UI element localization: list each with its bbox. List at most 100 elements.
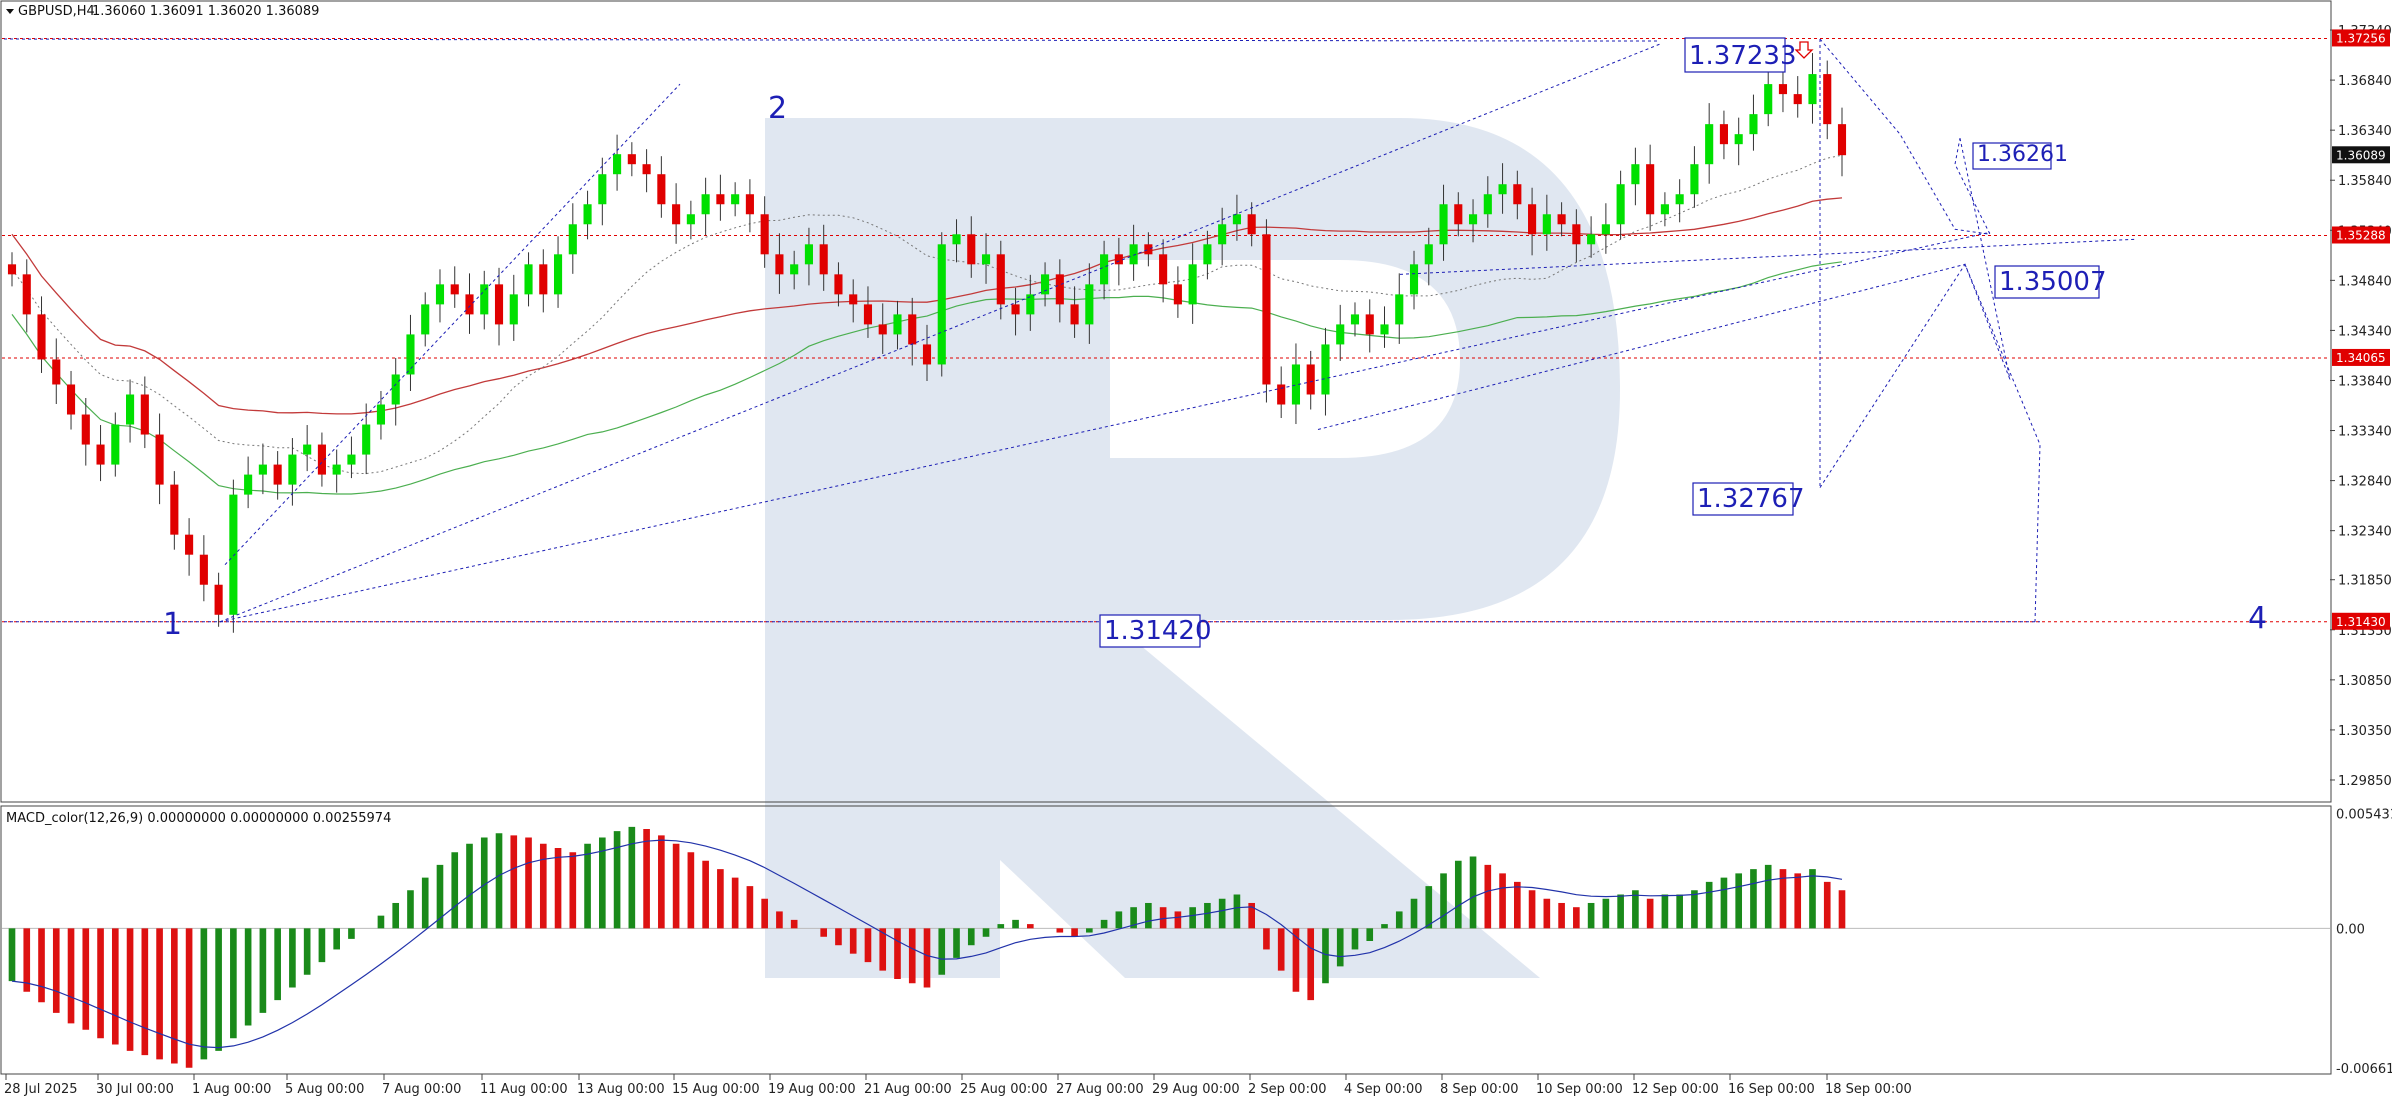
trend-lines	[3, 38, 2136, 623]
trend-line-7	[1964, 264, 2011, 380]
level-tag-box-0	[2332, 29, 2390, 47]
candle-body-41	[613, 154, 622, 175]
time-tick-label-18: 16 Sep 00:00	[1728, 1082, 1815, 1097]
candle-body-22	[332, 464, 341, 475]
trend-line-3	[1399, 238, 2136, 275]
candle-body-11	[170, 484, 179, 535]
candle-body-98	[1454, 204, 1463, 225]
annotation-label-2: 1.35007	[1999, 267, 2107, 297]
candle-body-93	[1380, 324, 1389, 335]
candle-body-48	[716, 194, 725, 205]
candle-body-63	[937, 244, 946, 365]
candle-body-21	[317, 444, 326, 475]
candle-body-54	[804, 244, 813, 265]
candle-body-20	[303, 444, 312, 455]
candle-body-31	[465, 294, 474, 315]
time-tick-label-1: 30 Jul 00:00	[96, 1082, 174, 1097]
price-tick-label-14: 1.30350	[2338, 724, 2392, 739]
time-tick-label-2: 1 Aug 00:00	[192, 1082, 271, 1097]
price-tick-label-2: 1.36340	[2338, 124, 2392, 139]
candle-body-73	[1085, 284, 1094, 325]
candle-body-3	[52, 359, 61, 385]
time-tick-label-4: 7 Aug 00:00	[382, 1082, 461, 1097]
time-tick-label-9: 21 Aug 00:00	[864, 1082, 952, 1097]
candle-body-10	[155, 434, 164, 485]
candle-body-59	[878, 324, 887, 335]
price-axis: 1.373401.368401.363401.358401.353401.348…	[2330, 24, 2392, 789]
candle-body-120	[1778, 84, 1788, 95]
wave-label-2: 4	[2248, 601, 2267, 636]
candle-body-110	[1631, 164, 1640, 185]
level-tag-label-1: 1.35288	[2336, 228, 2386, 242]
candle-body-113	[1675, 194, 1684, 205]
time-tick-label-15: 8 Sep 00:00	[1440, 1082, 1519, 1097]
ohlc-label: 1.36060 1.36091 1.36020 1.36089	[92, 4, 319, 19]
candle-body-104	[1542, 214, 1551, 235]
candle-body-67	[996, 254, 1005, 305]
time-tick-label-11: 27 Aug 00:00	[1056, 1082, 1144, 1097]
down-arrow-icon	[1794, 41, 1814, 59]
candle-body-87	[1291, 364, 1301, 405]
candle-body-8	[126, 394, 135, 425]
price-tick-label-7: 1.33840	[2338, 374, 2392, 389]
annotation-label-0: 1.37233	[1689, 41, 1797, 71]
level-tag-box-2	[2332, 348, 2390, 366]
candle-body-81	[1203, 244, 1212, 265]
level-tag-label-2: 1.34065	[2336, 351, 2386, 365]
candle-body-61	[908, 314, 917, 345]
candle-body-29	[435, 284, 445, 305]
candle-body-99	[1468, 214, 1478, 225]
candle-body-95	[1409, 264, 1419, 295]
candle-body-86	[1277, 384, 1286, 405]
trend-line-8	[1959, 138, 2011, 380]
candle-body-24	[362, 424, 371, 455]
candle-body-83	[1232, 214, 1241, 225]
dropdown-arrow-icon[interactable]	[6, 9, 14, 14]
price-tick-label-11: 1.31850	[2338, 574, 2392, 589]
candle-body-119	[1764, 84, 1773, 115]
current-price-box	[2332, 146, 2390, 164]
candle-body-124	[1837, 124, 1847, 156]
candle-body-115	[1705, 124, 1714, 165]
time-tick-label-8: 19 Aug 00:00	[768, 1082, 856, 1097]
price-tick-label-8: 1.33340	[2338, 425, 2392, 440]
candle-body-68	[1011, 304, 1020, 315]
watermark-logo	[765, 118, 1620, 978]
candle-body-36	[539, 264, 548, 295]
price-tick-label-10: 1.32340	[2338, 525, 2392, 540]
candle-body-27	[406, 334, 415, 375]
symbol-label: GBPUSD,H4	[18, 4, 95, 19]
annotation-box-2	[1994, 265, 2100, 299]
candle-body-84	[1247, 214, 1256, 235]
moving-averages	[11, 154, 1843, 495]
candle-body-13	[199, 554, 208, 585]
candle-body-65	[967, 234, 976, 265]
trend-line-4	[1819, 38, 1991, 235]
level-tag-label-3: 1.31430	[2336, 615, 2386, 629]
time-tick-label-6: 13 Aug 00:00	[577, 1082, 665, 1097]
candle-body-105	[1557, 214, 1566, 225]
candle-body-85	[1262, 234, 1271, 385]
current-price-label: 1.36089	[2336, 148, 2386, 162]
annotation-label-4: 1.31420	[1104, 616, 1212, 646]
candle-body-94	[1395, 294, 1404, 325]
candle-body-106	[1572, 224, 1581, 245]
candle-body-123	[1823, 74, 1832, 125]
price-tick-label-15: 1.29850	[2338, 774, 2392, 789]
candle-body-42	[627, 154, 636, 165]
candle-body-57	[849, 294, 858, 305]
candle-body-70	[1041, 274, 1050, 295]
level-tag-label-0: 1.37256	[2336, 31, 2386, 45]
time-tick-label-16: 10 Sep 00:00	[1536, 1082, 1623, 1097]
candle-body-49	[731, 194, 740, 205]
candle-body-17	[258, 464, 267, 475]
annotation-box-0	[1684, 37, 1786, 73]
price-tick-label-6: 1.34340	[2338, 324, 2392, 339]
price-tick-label-9: 1.32840	[2338, 475, 2392, 490]
candle-body-107	[1587, 234, 1596, 245]
price-tick-label-1: 1.36840	[2338, 74, 2392, 89]
candles	[7, 53, 1847, 633]
candle-body-9	[140, 394, 149, 435]
